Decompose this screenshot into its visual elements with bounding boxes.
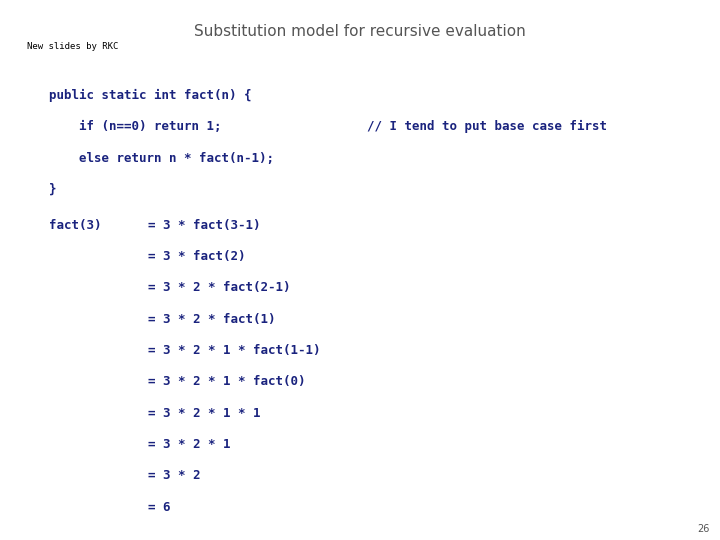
Text: = 6: = 6 [148,501,170,514]
Text: = 3 * 2 * 1 * fact(1-1): = 3 * 2 * 1 * fact(1-1) [148,344,320,357]
Text: New slides by RKC: New slides by RKC [27,42,118,51]
Text: // I tend to put base case first: // I tend to put base case first [367,120,607,133]
Text: = 3 * fact(3-1): = 3 * fact(3-1) [148,219,260,232]
Text: fact(3): fact(3) [49,219,102,232]
Text: = 3 * 2 * 1 * fact(0): = 3 * 2 * 1 * fact(0) [148,375,305,388]
Text: = 3 * 2 * 1: = 3 * 2 * 1 [148,438,230,451]
Text: = 3 * 2 * fact(1): = 3 * 2 * fact(1) [148,313,275,326]
Text: else return n * fact(n-1);: else return n * fact(n-1); [49,152,274,165]
Text: = 3 * fact(2): = 3 * fact(2) [148,250,245,263]
Text: Substitution model for recursive evaluation: Substitution model for recursive evaluat… [194,24,526,39]
Text: }: } [49,183,56,196]
Text: = 3 * 2 * fact(2-1): = 3 * 2 * fact(2-1) [148,281,290,294]
Text: public static int fact(n) {: public static int fact(n) { [49,89,251,102]
Text: if (n==0) return 1;: if (n==0) return 1; [49,120,222,133]
Text: = 3 * 2: = 3 * 2 [148,469,200,482]
Text: 26: 26 [697,523,709,534]
Text: = 3 * 2 * 1 * 1: = 3 * 2 * 1 * 1 [148,407,260,420]
